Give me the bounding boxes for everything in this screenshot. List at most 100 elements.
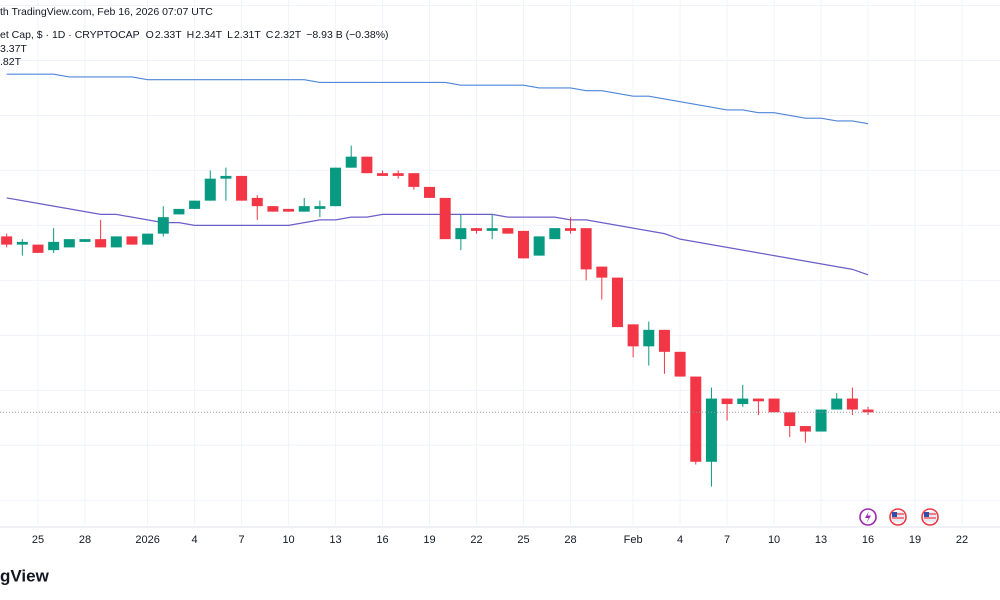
candle-body bbox=[643, 329, 655, 347]
ohlc-label: L bbox=[227, 29, 233, 41]
candle-body bbox=[533, 236, 545, 256]
candle-body bbox=[63, 239, 75, 248]
x-tick-label: 19 bbox=[423, 534, 435, 546]
candle-body bbox=[157, 217, 169, 234]
flag bbox=[892, 512, 897, 517]
candle-body bbox=[251, 197, 263, 207]
ohlc-value: 2.32T bbox=[274, 29, 301, 41]
x-tick-label: 13 bbox=[329, 534, 341, 546]
candle-body bbox=[142, 233, 154, 245]
symbol: et Cap, $ · 1D · CRYPTOCAP bbox=[0, 29, 140, 41]
x-tick-label: 7 bbox=[239, 534, 245, 546]
candle-body bbox=[330, 167, 342, 207]
legend-row: et Cap, $ · 1D · CRYPTOCAP O 2.33T H 2.34T L 2… bbox=[0, 29, 389, 41]
ohlc-value: 2.34T bbox=[195, 29, 222, 41]
event-icon bbox=[889, 508, 907, 526]
candle-body bbox=[658, 329, 670, 352]
ohlc-label: C bbox=[266, 29, 274, 41]
candle-body bbox=[377, 173, 389, 176]
candle-body bbox=[502, 228, 514, 234]
candle-body bbox=[424, 186, 436, 198]
x-tick-label: 7 bbox=[724, 534, 730, 546]
candle-body bbox=[345, 156, 357, 168]
x-tick-label: 25 bbox=[517, 534, 529, 546]
candle-body bbox=[737, 398, 749, 405]
lightning bbox=[865, 511, 871, 523]
candle-body bbox=[95, 239, 107, 248]
candle-body bbox=[204, 178, 216, 201]
flag bbox=[924, 512, 936, 522]
candle-body bbox=[549, 228, 561, 240]
x-tick-label: 4 bbox=[192, 534, 198, 546]
candle-body bbox=[784, 412, 796, 427]
x-tick-label: 28 bbox=[564, 534, 576, 546]
ma-value: 3.37T bbox=[0, 43, 27, 55]
candle-body bbox=[846, 398, 858, 410]
candle-body bbox=[314, 206, 326, 209]
candle-body bbox=[815, 409, 827, 432]
candle-body bbox=[580, 228, 592, 270]
candle-body bbox=[220, 175, 232, 179]
candle-body bbox=[173, 208, 185, 215]
candle-body bbox=[298, 206, 310, 212]
candle-body bbox=[126, 236, 138, 245]
candle-body bbox=[408, 173, 420, 187]
candle-body bbox=[48, 241, 60, 251]
candle-body bbox=[564, 228, 576, 231]
candle-body bbox=[16, 241, 28, 245]
ohlc-value: 2.33T bbox=[155, 29, 182, 41]
candle-body bbox=[32, 244, 44, 253]
candle-body bbox=[627, 324, 639, 347]
event-icon bbox=[859, 508, 877, 526]
candle-body bbox=[799, 426, 811, 432]
brand: gView bbox=[0, 566, 50, 585]
candle-body bbox=[455, 228, 467, 240]
ohlc-label: H bbox=[187, 29, 195, 41]
candle-body bbox=[690, 376, 702, 462]
candle-body bbox=[189, 200, 201, 209]
candle-body bbox=[79, 239, 91, 242]
moving-average bbox=[6, 73, 869, 125]
event-icon bbox=[921, 508, 939, 526]
candle-body bbox=[283, 208, 295, 212]
candle-body bbox=[236, 175, 248, 201]
candle-body bbox=[486, 228, 498, 231]
candle-body bbox=[361, 156, 373, 174]
ma-value: .82T bbox=[0, 56, 22, 68]
candle-body bbox=[392, 173, 404, 176]
x-tick-label: 4 bbox=[677, 534, 683, 546]
candle-body bbox=[674, 351, 686, 377]
change: −8.93 B (−0.38%) bbox=[306, 29, 388, 41]
plot bbox=[0, 73, 1000, 487]
candle-body bbox=[831, 398, 843, 410]
candle-body bbox=[110, 236, 122, 248]
flag bbox=[924, 512, 929, 517]
candle-body bbox=[611, 277, 623, 328]
x-tick-label: 2026 bbox=[135, 534, 159, 546]
ohlc-label: O bbox=[146, 29, 154, 41]
moving-average bbox=[6, 197, 869, 276]
candle-body bbox=[768, 398, 780, 413]
candle-body bbox=[471, 228, 483, 231]
x-tick-label: 25 bbox=[32, 534, 44, 546]
x-tick-label: 28 bbox=[79, 534, 91, 546]
x-tick-label: 10 bbox=[282, 534, 294, 546]
flag bbox=[892, 512, 904, 522]
attribution: th TradingView.com, Feb 16, 2026 07:07 U… bbox=[0, 6, 213, 18]
x-tick-label: 19 bbox=[909, 534, 921, 546]
candle-body bbox=[752, 398, 764, 402]
candle-body bbox=[596, 266, 608, 278]
candle-body bbox=[517, 230, 529, 259]
ohlc-value: 2.31T bbox=[234, 29, 261, 41]
candle-body bbox=[1, 236, 13, 245]
x-tick-label: 22 bbox=[956, 534, 968, 546]
x-tick-label: 13 bbox=[815, 534, 827, 546]
candle-body bbox=[721, 398, 733, 405]
x-tick-label: Feb bbox=[624, 534, 643, 546]
candle-body bbox=[439, 197, 451, 240]
candle-body bbox=[267, 206, 279, 212]
candle-body bbox=[705, 398, 717, 462]
candle-body bbox=[862, 409, 874, 413]
